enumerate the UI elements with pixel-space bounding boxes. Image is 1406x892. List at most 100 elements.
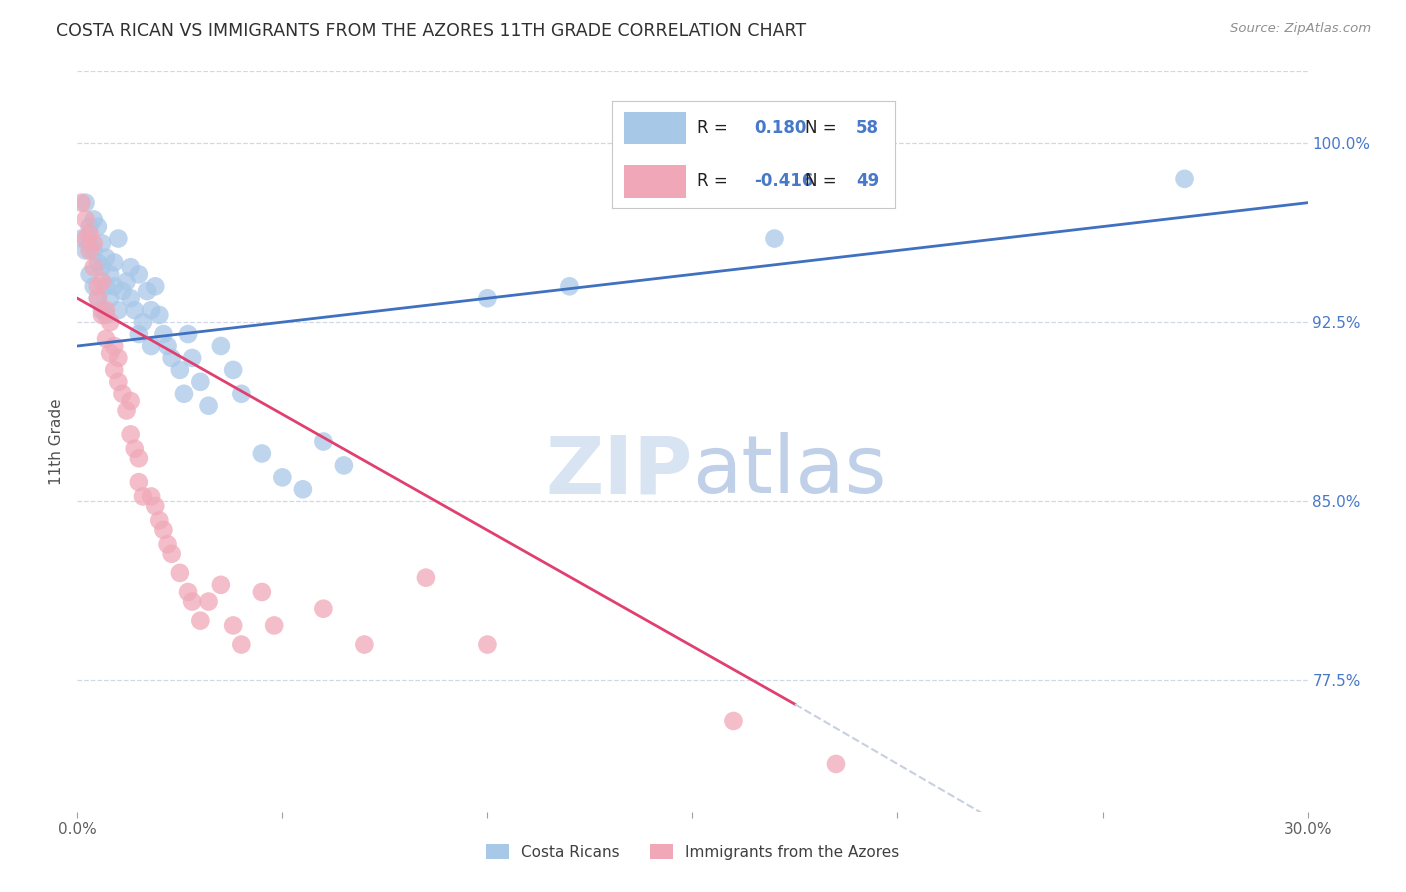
Point xyxy=(79,244,101,258)
Point xyxy=(128,268,150,282)
Legend: Costa Ricans, Immigrants from the Azores: Costa Ricans, Immigrants from the Azores xyxy=(485,844,900,860)
Point xyxy=(90,236,114,251)
Point xyxy=(152,327,174,342)
Point xyxy=(132,490,155,504)
Point xyxy=(177,327,200,342)
Point xyxy=(87,291,110,305)
Point xyxy=(103,363,125,377)
Point xyxy=(87,219,110,234)
Point xyxy=(107,351,129,365)
Point xyxy=(87,255,110,269)
Point xyxy=(128,475,150,490)
Point xyxy=(156,537,179,551)
Point xyxy=(250,446,273,460)
Point xyxy=(83,212,105,227)
Point xyxy=(231,386,253,401)
Point xyxy=(94,251,117,265)
Point xyxy=(115,275,138,289)
Point xyxy=(75,244,97,258)
Point xyxy=(83,236,105,251)
Point xyxy=(98,268,121,282)
Point xyxy=(79,219,101,234)
Point xyxy=(231,638,253,652)
Point xyxy=(148,513,170,527)
Point xyxy=(156,339,179,353)
Point xyxy=(1174,171,1197,186)
Point xyxy=(103,255,125,269)
Point xyxy=(181,351,204,365)
Text: 0.180: 0.180 xyxy=(754,119,807,136)
Y-axis label: 11th Grade: 11th Grade xyxy=(49,398,65,485)
Point xyxy=(173,386,195,401)
FancyBboxPatch shape xyxy=(624,165,686,198)
Point xyxy=(136,284,159,298)
Point xyxy=(79,236,101,251)
Point xyxy=(94,332,117,346)
Point xyxy=(70,195,93,210)
Point xyxy=(132,315,155,329)
Point xyxy=(415,571,437,585)
Point xyxy=(107,375,129,389)
Point xyxy=(87,291,110,305)
Point xyxy=(763,231,786,245)
Point xyxy=(115,403,138,417)
Point xyxy=(111,386,134,401)
Point xyxy=(124,442,146,456)
Point xyxy=(128,451,150,466)
Point xyxy=(250,585,273,599)
Point xyxy=(120,260,142,275)
Point xyxy=(263,618,285,632)
Point xyxy=(222,363,245,377)
Point xyxy=(209,339,232,353)
Point xyxy=(148,308,170,322)
Point xyxy=(87,279,110,293)
Point xyxy=(141,339,163,353)
Point xyxy=(222,618,245,632)
Text: R =: R = xyxy=(697,119,734,136)
Point xyxy=(90,308,114,322)
Point xyxy=(128,327,150,342)
Point xyxy=(181,594,204,608)
Point xyxy=(98,315,121,329)
Text: N =: N = xyxy=(804,172,842,191)
Point xyxy=(312,601,335,615)
Point xyxy=(333,458,356,473)
Text: atlas: atlas xyxy=(693,432,887,510)
Point xyxy=(94,303,117,318)
Point xyxy=(79,268,101,282)
Point xyxy=(160,547,183,561)
Point xyxy=(160,351,183,365)
Point xyxy=(103,339,125,353)
Point xyxy=(111,284,134,298)
Point xyxy=(107,303,129,318)
Text: -0.416: -0.416 xyxy=(754,172,813,191)
Point xyxy=(169,363,191,377)
Point xyxy=(477,638,499,652)
Point xyxy=(141,490,163,504)
Text: R =: R = xyxy=(697,172,734,191)
Point xyxy=(94,308,117,322)
Text: 58: 58 xyxy=(856,119,879,136)
Point xyxy=(94,279,117,293)
Point xyxy=(103,279,125,293)
Point xyxy=(98,291,121,305)
Point xyxy=(152,523,174,537)
Point xyxy=(75,212,97,227)
Point xyxy=(143,279,166,293)
Point xyxy=(90,260,114,275)
Point xyxy=(83,244,105,258)
FancyBboxPatch shape xyxy=(624,112,686,144)
Text: N =: N = xyxy=(804,119,842,136)
Point xyxy=(124,303,146,318)
Point xyxy=(83,260,105,275)
Point xyxy=(177,585,200,599)
Point xyxy=(70,231,93,245)
Point xyxy=(120,393,142,408)
Point xyxy=(90,303,114,318)
Point xyxy=(120,427,142,442)
Point xyxy=(188,375,212,389)
Text: ZIP: ZIP xyxy=(546,432,693,510)
Point xyxy=(825,756,848,771)
Point xyxy=(197,594,219,608)
Point xyxy=(90,275,114,289)
